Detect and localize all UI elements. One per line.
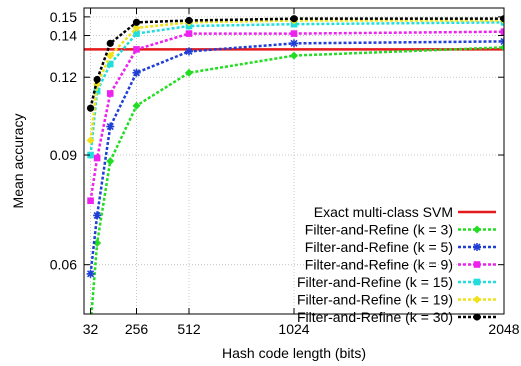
legend-item: Filter-and-Refine (k = 30) <box>297 309 496 325</box>
data-point <box>132 23 141 32</box>
data-point <box>93 87 101 95</box>
series-line <box>89 30 504 201</box>
x-tick-label: 2048 <box>488 321 519 337</box>
data-point <box>87 197 94 205</box>
data-point <box>93 211 102 220</box>
data-point <box>106 51 115 60</box>
x-tick-label: 256 <box>125 321 149 337</box>
series-line <box>89 21 504 156</box>
data-point <box>132 101 141 110</box>
series-k30 <box>86 15 504 112</box>
data-point <box>93 154 101 162</box>
data-point <box>290 15 298 23</box>
data-point <box>93 239 102 248</box>
x-axis-ticks: 32 256 512 1024 2048 <box>83 8 520 337</box>
legend-label: Filter-and-Refine (k = 9) <box>305 257 453 273</box>
legend-marker <box>473 295 481 304</box>
legend: Exact multi-class SVM Filter-and-Refine (… <box>297 204 496 325</box>
legend-item: Filter-and-Refine (k = 15) <box>297 274 496 290</box>
legend-label: Exact multi-class SVM <box>314 204 453 220</box>
legend-marker <box>473 313 481 321</box>
data-point <box>106 60 114 68</box>
data-point <box>106 122 115 131</box>
series-k9 <box>87 28 504 205</box>
legend-marker <box>473 261 481 268</box>
series-line <box>89 19 504 141</box>
data-point <box>185 68 193 77</box>
legend-label: Filter-and-Refine (k = 19) <box>297 292 453 308</box>
data-point <box>500 28 504 35</box>
legend-marker <box>473 225 481 234</box>
y-axis-label: Mean accuracy <box>10 114 26 209</box>
series-k15 <box>87 19 504 159</box>
series-k5 <box>86 37 504 278</box>
data-point <box>290 30 298 37</box>
data-point <box>106 157 115 166</box>
legend-item: Exact multi-class SVM <box>314 204 496 220</box>
legend-item: Filter-and-Refine (k = 5) <box>305 239 496 255</box>
x-tick-label: 32 <box>83 321 99 337</box>
x-tick-label: 512 <box>177 321 201 337</box>
legend-label: Filter-and-Refine (k = 3) <box>305 222 453 238</box>
data-point <box>185 30 193 37</box>
data-point <box>87 151 94 159</box>
legend-label: Filter-and-Refine (k = 30) <box>297 309 453 325</box>
data-point <box>132 18 141 26</box>
data-point <box>132 68 141 77</box>
legend-label: Filter-and-Refine (k = 15) <box>297 274 453 290</box>
x-axis-label: Hash code length (bits) <box>222 345 366 361</box>
series-layer <box>86 15 504 314</box>
y-tick-label: 0.09 <box>50 147 77 163</box>
legend-marker <box>473 243 481 251</box>
data-point <box>500 43 504 52</box>
data-point <box>106 90 114 97</box>
y-tick-label: 0.14 <box>50 28 77 44</box>
data-point <box>86 269 95 278</box>
data-point <box>290 51 298 60</box>
y-tick-label: 0.15 <box>50 9 77 25</box>
data-point <box>133 46 140 53</box>
data-point <box>133 30 140 37</box>
data-point <box>86 104 95 112</box>
y-axis-ticks: 0.06 0.09 0.12 0.14 0.15 <box>50 9 504 273</box>
data-point <box>93 75 101 84</box>
legend-label: Filter-and-Refine (k = 5) <box>305 239 453 255</box>
series-k3 <box>90 43 504 314</box>
y-tick-label: 0.06 <box>50 257 77 273</box>
legend-item: Filter-and-Refine (k = 3) <box>305 222 496 238</box>
data-point <box>86 136 95 145</box>
legend-item: Filter-and-Refine (k = 9) <box>305 257 496 273</box>
data-point <box>185 47 193 56</box>
data-point <box>106 39 114 47</box>
data-point <box>185 16 193 25</box>
data-point <box>290 39 298 48</box>
y-tick-label: 0.12 <box>50 69 77 85</box>
x-tick-label: 1024 <box>278 321 309 337</box>
legend-marker <box>473 278 481 286</box>
data-point <box>500 37 504 46</box>
legend-item: Filter-and-Refine (k = 19) <box>297 292 496 308</box>
